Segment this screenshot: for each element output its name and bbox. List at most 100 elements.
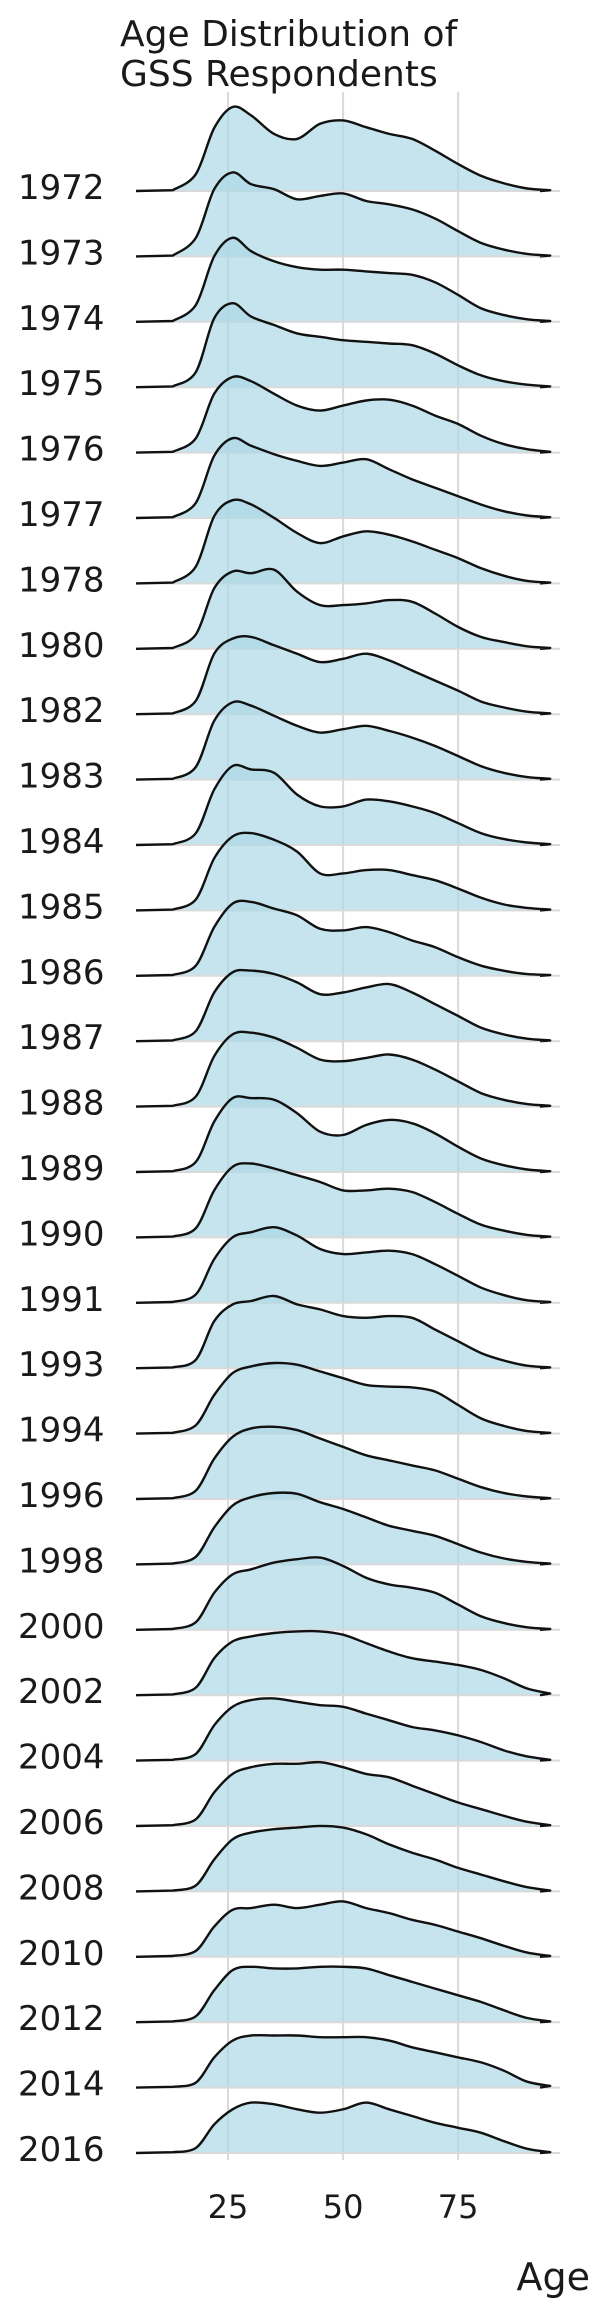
ridge-line-2010 — [135, 1900, 552, 1958]
ridge-line-1987 — [135, 968, 552, 1043]
year-label-2012: 2012 — [18, 1999, 105, 2039]
ridges: 1972 1973 1974 1975 1976 1977 1978 1980 1982 1983… — [18, 105, 560, 2170]
ridge-line-1984 — [135, 763, 552, 847]
ridge-line-1985 — [135, 831, 552, 912]
ridge-area-1993 — [172, 1295, 551, 1369]
year-label-1982: 1982 — [18, 691, 105, 731]
ridge-2012: 2012 — [18, 1965, 560, 2039]
year-label-2006: 2006 — [18, 1803, 105, 1843]
ridge-1998: 1998 — [18, 1491, 560, 1581]
year-label-1986: 1986 — [18, 953, 105, 993]
ridge-area-2000 — [172, 1557, 551, 1630]
ridge-2004: 2004 — [18, 1697, 560, 1778]
ridge-line-1980 — [135, 567, 552, 650]
ridge-area-1986 — [172, 900, 551, 976]
year-label-1978: 1978 — [18, 560, 105, 600]
x-axis-title: Age — [517, 2255, 591, 2299]
ridge-area-1977 — [172, 437, 551, 518]
ridge-1972: 1972 — [18, 105, 560, 208]
ridge-line-1998 — [135, 1491, 552, 1566]
ridge-line-1983 — [135, 700, 552, 781]
ridge-line-1988 — [135, 1030, 552, 1108]
ridge-area-1987 — [172, 970, 551, 1042]
ridge-area-1974 — [172, 237, 551, 322]
ridge-1994: 1994 — [18, 1361, 560, 1451]
chart-title-line-1: Age Distribution of — [120, 14, 459, 55]
year-label-1980: 1980 — [18, 626, 105, 666]
year-label-2008: 2008 — [18, 1868, 105, 1908]
ridge-line-1990 — [135, 1162, 552, 1239]
year-label-1998: 1998 — [18, 1541, 105, 1581]
ridge-area-1988 — [172, 1031, 551, 1107]
year-label-2000: 2000 — [18, 1607, 105, 1647]
year-label-1988: 1988 — [18, 1084, 105, 1124]
ridge-1987: 1987 — [18, 968, 560, 1058]
ridge-line-2012 — [135, 1965, 552, 2024]
ridge-area-1991 — [172, 1227, 551, 1303]
ridge-area-1996 — [172, 1426, 551, 1499]
year-label-1973: 1973 — [18, 233, 105, 273]
ridge-area-2002 — [172, 1631, 551, 1696]
ridge-line-2000 — [135, 1556, 552, 1631]
chart-title-line-2: GSS Respondents — [120, 54, 438, 95]
ridge-area-1976 — [172, 376, 551, 453]
ridge-1988: 1988 — [18, 1030, 560, 1124]
chart-title: Age Distribution of GSS Respondents — [120, 14, 459, 95]
ridge-line-1977 — [135, 436, 552, 520]
ridge-area-1972 — [172, 106, 551, 191]
ridge-area-1983 — [172, 701, 551, 780]
ridge-1986: 1986 — [18, 899, 560, 993]
ridge-area-1984 — [172, 764, 551, 845]
year-label-1989: 1989 — [18, 1149, 105, 1189]
ridge-1989: 1989 — [18, 1095, 560, 1189]
year-label-1976: 1976 — [18, 430, 105, 470]
year-label-1994: 1994 — [18, 1411, 105, 1451]
year-label-1977: 1977 — [18, 495, 105, 535]
ridge-area-1980 — [172, 568, 551, 649]
ridge-line-1974 — [135, 236, 552, 323]
ridge-area-2004 — [172, 1698, 551, 1761]
ridge-area-2014 — [172, 2035, 551, 2088]
ridge-1996: 1996 — [18, 1425, 560, 1516]
year-label-1974: 1974 — [18, 299, 105, 339]
ridge-line-1996 — [135, 1425, 552, 1501]
ridge-1974: 1974 — [18, 236, 560, 339]
ridge-2014: 2014 — [18, 2033, 560, 2105]
ridge-1983: 1983 — [18, 700, 560, 797]
year-label-1993: 1993 — [18, 1345, 105, 1385]
year-label-1975: 1975 — [18, 364, 105, 404]
ridge-area-1990 — [172, 1163, 551, 1238]
ridge-line-1989 — [135, 1095, 552, 1174]
ridge-area-1994 — [172, 1362, 551, 1434]
ridge-line-1994 — [135, 1361, 552, 1435]
ridge-1975: 1975 — [18, 302, 560, 404]
ridge-line-2006 — [135, 1760, 552, 1828]
x-tick-25: 25 — [208, 2188, 249, 2226]
ridge-line-2002 — [135, 1629, 552, 1697]
ridge-line-1993 — [135, 1294, 552, 1370]
ridge-area-1989 — [172, 1096, 551, 1172]
ridge-2016: 2016 — [18, 2101, 560, 2170]
year-label-1991: 1991 — [18, 1280, 105, 1320]
ridge-line-2004 — [135, 1697, 552, 1762]
ridge-area-1975 — [172, 303, 551, 388]
ridge-1990: 1990 — [18, 1162, 560, 1254]
year-label-2010: 2010 — [18, 1934, 105, 1974]
ridge-line-2008 — [135, 1824, 552, 1893]
ridge-1977: 1977 — [18, 436, 560, 535]
ridge-area-1978 — [172, 499, 551, 584]
ridge-1991: 1991 — [18, 1225, 560, 1320]
ridge-line-1986 — [135, 899, 552, 977]
year-label-1983: 1983 — [18, 757, 105, 797]
ridge-line-1976 — [135, 375, 552, 454]
ridge-area-2010 — [172, 1901, 551, 1957]
year-label-2016: 2016 — [18, 2130, 105, 2170]
ridge-2010: 2010 — [18, 1900, 560, 1974]
ridge-area-1973 — [172, 172, 551, 257]
x-tick-75: 75 — [438, 2188, 479, 2226]
year-label-2014: 2014 — [18, 2065, 105, 2105]
ridge-area-2008 — [172, 1825, 551, 1892]
ridge-1980: 1980 — [18, 567, 560, 666]
ridge-1978: 1978 — [18, 498, 560, 600]
year-label-1972: 1972 — [18, 168, 105, 208]
